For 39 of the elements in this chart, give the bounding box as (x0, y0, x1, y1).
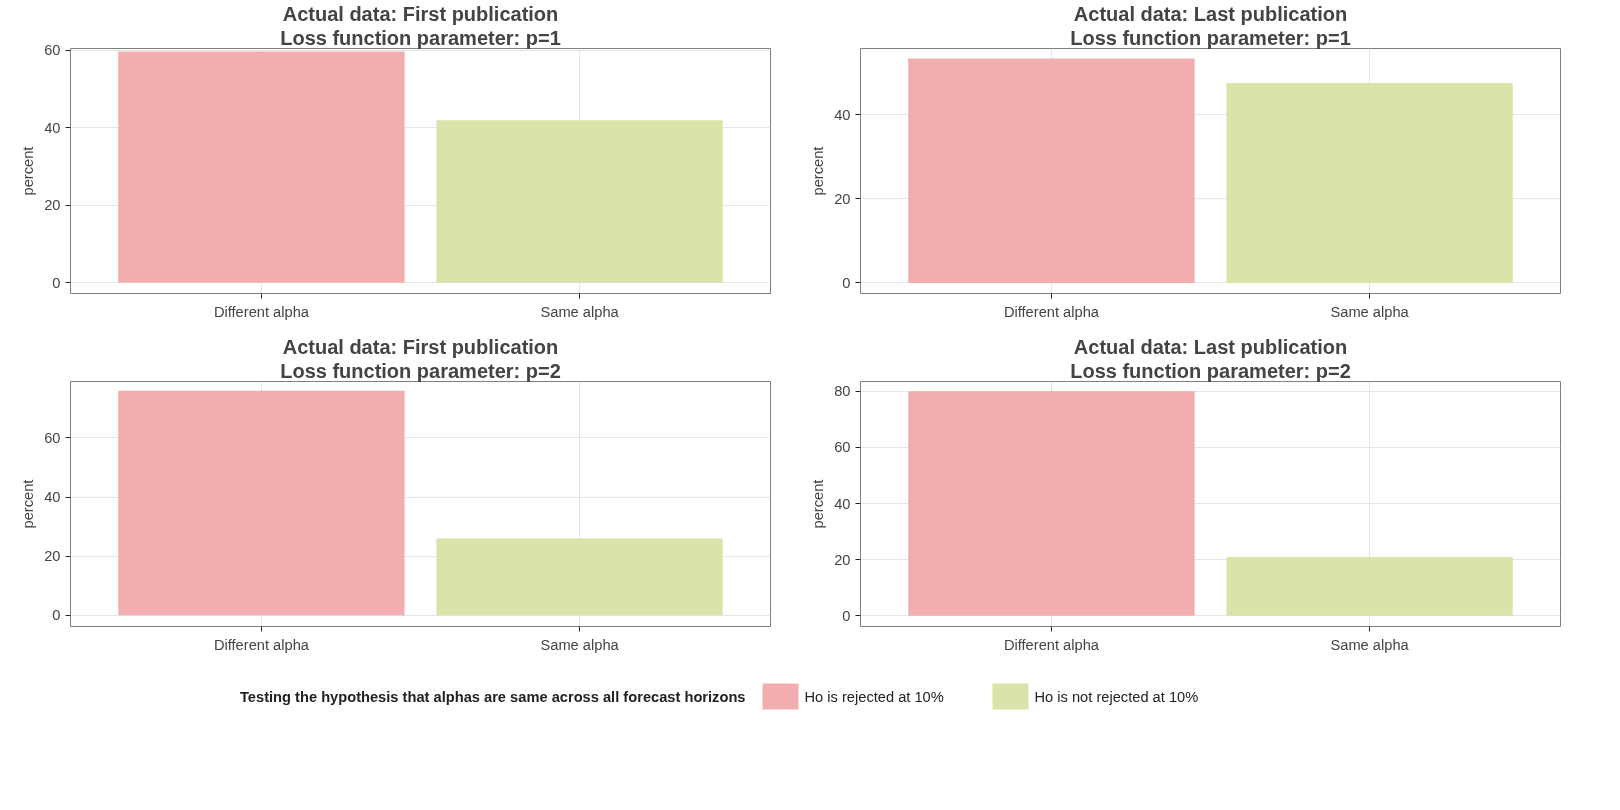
y-axis-title: percent (810, 146, 827, 196)
y-axis-title: percent (20, 146, 37, 196)
legend-label: Ho is not rejected at 10% (1034, 688, 1199, 705)
chart-subtitle: Loss function parameter: p=1 (280, 26, 561, 49)
x-tick-label: Same alpha (1330, 636, 1410, 653)
x-tick-label: Different alpha (213, 303, 310, 320)
y-tick-label: 0 (842, 274, 851, 291)
chart-title: Actual data: Last publication (1073, 335, 1348, 358)
y-tick-label: 80 (834, 383, 851, 400)
chart-subtitle: Loss function parameter: p=2 (1070, 359, 1351, 382)
legend-title: Testing the hypothesis that alphas are same across all forecast horizons (239, 688, 746, 705)
y-tick-label: 60 (834, 439, 851, 456)
chart-title: Actual data: First publication (282, 2, 559, 25)
y-axis-title: percent (810, 479, 827, 529)
y-tick-label: 60 (44, 429, 61, 446)
x-tick-label: Same alpha (540, 636, 620, 653)
y-axis-title: percent (20, 479, 37, 529)
legend-label: Ho is rejected at 10% (804, 688, 944, 705)
chart-title: Actual data: Last publication (1073, 2, 1348, 25)
x-tick-label: Same alpha (1330, 303, 1410, 320)
y-tick-label: 0 (52, 607, 61, 624)
chart-subtitle: Loss function parameter: p=2 (280, 359, 561, 382)
y-tick-label: 0 (52, 274, 61, 291)
y-tick-label: 40 (44, 119, 61, 136)
y-tick-label: 40 (44, 489, 61, 506)
y-tick-label: 60 (44, 42, 61, 59)
y-tick-label: 20 (44, 548, 61, 565)
chart-title: Actual data: First publication (282, 335, 559, 358)
y-tick-label: 0 (842, 607, 851, 624)
y-tick-label: 20 (834, 190, 851, 207)
x-tick-label: Different alpha (213, 636, 310, 653)
y-tick-label: 40 (834, 495, 851, 512)
y-tick-label: 20 (834, 551, 851, 568)
x-tick-label: Same alpha (540, 303, 620, 320)
x-tick-label: Different alpha (1003, 636, 1100, 653)
y-tick-label: 40 (834, 106, 851, 123)
y-tick-label: 20 (44, 197, 61, 214)
chart-subtitle: Loss function parameter: p=1 (1070, 26, 1351, 49)
x-tick-label: Different alpha (1003, 303, 1100, 320)
